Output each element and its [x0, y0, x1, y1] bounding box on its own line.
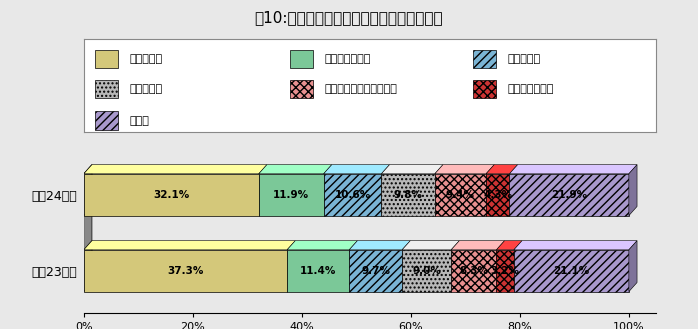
Polygon shape: [629, 164, 637, 215]
Bar: [486, 174, 510, 215]
Text: 製　造　業: 製 造 業: [130, 54, 163, 64]
Polygon shape: [84, 164, 267, 174]
Bar: [473, 50, 496, 68]
Text: 8.3%: 8.3%: [459, 266, 489, 276]
Bar: [402, 250, 451, 291]
Polygon shape: [514, 241, 637, 250]
Bar: [95, 50, 118, 68]
Text: 3.2%: 3.2%: [491, 266, 519, 276]
Text: 建　設　業: 建 設 業: [130, 84, 163, 94]
Text: 11.9%: 11.9%: [273, 190, 309, 200]
Polygon shape: [84, 241, 92, 291]
Polygon shape: [349, 241, 410, 250]
Polygon shape: [84, 164, 92, 291]
Bar: [451, 250, 496, 291]
Bar: [290, 50, 313, 68]
Polygon shape: [451, 241, 505, 250]
Text: 9.0%: 9.0%: [413, 266, 441, 276]
Polygon shape: [324, 164, 389, 174]
Bar: [324, 174, 381, 215]
Bar: [510, 174, 629, 215]
Text: 10.6%: 10.6%: [334, 190, 371, 200]
Bar: [381, 174, 435, 215]
Polygon shape: [84, 241, 295, 250]
Bar: [287, 250, 349, 291]
Text: 宿泊業、飲料サービス業: 宿泊業、飲料サービス業: [324, 84, 397, 94]
Polygon shape: [402, 241, 459, 250]
Text: 21.9%: 21.9%: [551, 190, 587, 200]
Polygon shape: [629, 241, 637, 291]
Text: 9.8%: 9.8%: [394, 190, 422, 200]
Text: 9.7%: 9.7%: [361, 266, 390, 276]
Text: 運輸業、郵便業: 運輸業、郵便業: [507, 84, 554, 94]
Bar: [290, 80, 313, 98]
Bar: [84, 250, 287, 291]
Text: 医療、福祉: 医療、福祉: [507, 54, 540, 64]
Polygon shape: [259, 164, 332, 174]
Bar: [473, 80, 496, 98]
Bar: [84, 174, 259, 215]
Text: 囱10:高等学校卒業者の産業別就業者の推移: 囱10:高等学校卒業者の産業別就業者の推移: [255, 10, 443, 25]
Text: 21.1%: 21.1%: [554, 266, 590, 276]
Polygon shape: [84, 164, 92, 215]
Polygon shape: [381, 164, 443, 174]
Text: 32.1%: 32.1%: [153, 190, 189, 200]
Text: 9.4%: 9.4%: [446, 190, 475, 200]
Bar: [514, 250, 629, 291]
Polygon shape: [510, 164, 637, 174]
Bar: [259, 174, 324, 215]
Polygon shape: [496, 241, 522, 250]
Bar: [349, 250, 402, 291]
Bar: [95, 111, 118, 130]
Bar: [95, 80, 118, 98]
Bar: [435, 174, 486, 215]
Text: 4.3%: 4.3%: [483, 190, 512, 200]
Text: 卸売業、小売業: 卸売業、小売業: [324, 54, 371, 64]
Text: 11.4%: 11.4%: [300, 266, 336, 276]
Bar: [496, 250, 514, 291]
Polygon shape: [486, 164, 518, 174]
Text: その他: その他: [130, 115, 149, 126]
Polygon shape: [287, 241, 357, 250]
Text: 37.3%: 37.3%: [168, 266, 204, 276]
Polygon shape: [435, 164, 494, 174]
